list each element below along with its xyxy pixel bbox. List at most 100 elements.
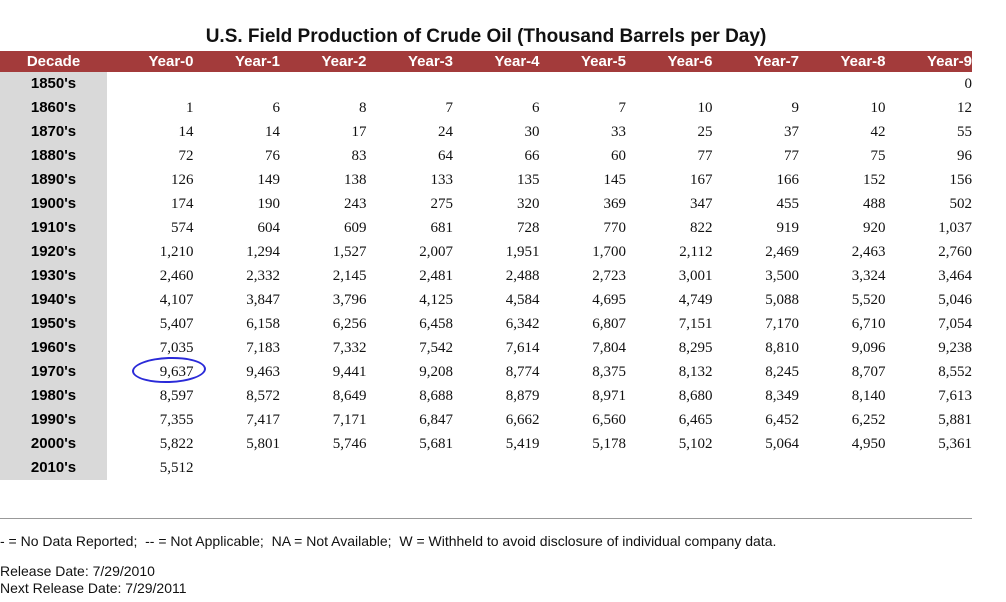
table-row: 1870's 14 14 17 24 30 33 25 37 42 55 — [0, 120, 972, 144]
table-row: 1880's 72 76 83 64 66 60 77 77 75 96 — [0, 144, 972, 168]
footnote: - = No Data Reported; -- = Not Applicabl… — [0, 533, 777, 549]
table-cell: 7,170 — [765, 316, 799, 332]
table-cell: 6,465 — [678, 412, 713, 428]
table-cell — [626, 72, 713, 96]
table-cell — [280, 72, 367, 96]
table-cell: 8,688 — [419, 388, 453, 404]
table-cell: 76 — [265, 148, 280, 164]
table-cell: 275 — [430, 196, 454, 212]
table-row: 1900's 174 190 243 275 320 369 347 455 488 502 — [0, 192, 972, 216]
table-cell: 7 — [618, 100, 627, 116]
table-cell: 681 — [430, 220, 454, 236]
table-row: 1970's 9,637 9,463 9,441 9,208 8,774 8,375 8,13… — [0, 360, 972, 384]
table-cell: 5,801 — [246, 436, 280, 452]
table-cell: 149 — [257, 172, 281, 188]
table-cell: 138 — [344, 172, 367, 188]
table-cell: 4,749 — [678, 292, 713, 308]
table-cell: 8,375 — [592, 364, 626, 380]
table-cell: 6,252 — [851, 412, 886, 428]
decade-label: 1970's — [0, 360, 107, 384]
table-cell: 5,419 — [505, 436, 540, 452]
decade-label: 1960's — [0, 336, 107, 360]
table-cell: 2,760 — [938, 244, 972, 260]
table-cell — [194, 72, 281, 96]
table-cell: 7,417 — [246, 412, 280, 428]
table-cell: 6,847 — [419, 412, 453, 428]
table-cell: 9,096 — [851, 340, 886, 356]
table-cell: 6,158 — [246, 316, 280, 332]
table-cell: 5,881 — [938, 412, 972, 428]
table-cell: 8,572 — [246, 388, 280, 404]
table-cell: 167 — [690, 172, 713, 188]
table-cell: 728 — [517, 220, 540, 236]
table-cell — [453, 456, 540, 480]
table-cell: 12 — [957, 100, 972, 116]
table-cell: 8,649 — [332, 388, 367, 404]
table-cell: 369 — [603, 196, 627, 212]
table-cell: 5,064 — [765, 436, 799, 452]
table-cell — [367, 456, 454, 480]
table-cell: 455 — [776, 196, 800, 212]
table-cell — [626, 456, 713, 480]
table-cell: 7,054 — [938, 316, 972, 332]
table-cell: 0 — [964, 76, 973, 92]
table-row: 1860's 1 6 8 7 6 7 10 9 10 12 — [0, 96, 972, 120]
table-cell: 14 — [265, 124, 280, 140]
decade-label: 1990's — [0, 408, 107, 432]
table-cell: 8,295 — [678, 340, 713, 356]
decade-label: 1880's — [0, 144, 107, 168]
table-row: 2000's 5,822 5,801 5,746 5,681 5,419 5,178 5,10… — [0, 432, 972, 456]
table-cell: 2,145 — [332, 268, 367, 284]
table-cell: 502 — [949, 196, 973, 212]
table-cell: 3,464 — [938, 268, 972, 284]
header-year-2: Year-2 — [321, 53, 367, 70]
table-cell: 7,171 — [332, 412, 367, 428]
table-cell — [367, 72, 454, 96]
table-cell: 8,680 — [678, 388, 713, 404]
table-cell: 8,810 — [765, 340, 799, 356]
table-cell: 174 — [171, 196, 194, 212]
table-cell: 7,035 — [159, 340, 194, 356]
table-cell: 3,847 — [246, 292, 280, 308]
table-cell: 1,294 — [246, 244, 280, 260]
table-cell: 4,125 — [419, 292, 453, 308]
header-year-0: Year-0 — [148, 53, 194, 70]
table-cell: 8,597 — [159, 388, 194, 404]
table-cell: 2,723 — [592, 268, 626, 284]
table-cell: 1,951 — [505, 244, 540, 260]
table-cell: 7,542 — [419, 340, 453, 356]
table-cell: 3,324 — [851, 268, 886, 284]
table-cell: 3,500 — [765, 268, 799, 284]
table-body: 1850's 0 1860's 1 6 8 7 6 7 10 9 10 12 1870's 14 14 17 24… — [0, 72, 972, 480]
table-cell: 9,441 — [332, 364, 367, 380]
table-cell: 96 — [957, 148, 972, 164]
table-cell: 8,879 — [505, 388, 540, 404]
data-table: Decade Year-0 Year-1 Year-2 Year-3 Year-… — [0, 51, 972, 480]
table-cell: 126 — [171, 172, 194, 188]
table-cell: 919 — [776, 220, 800, 236]
decade-label: 1930's — [0, 264, 107, 288]
table-cell: 8,140 — [851, 388, 886, 404]
table-cell: 152 — [863, 172, 886, 188]
table-cell: 7,613 — [938, 388, 972, 404]
table-cell: 347 — [690, 196, 713, 212]
decade-label: 1980's — [0, 384, 107, 408]
table-cell: 6,256 — [332, 316, 367, 332]
table-cell: 1,037 — [938, 220, 972, 236]
table-cell: 2,112 — [679, 244, 713, 260]
table-cell: 9,238 — [938, 340, 972, 356]
header-year-9: Year-9 — [926, 53, 972, 70]
table-cell — [107, 72, 194, 96]
table-cell: 5,102 — [678, 436, 713, 452]
header-year-7: Year-7 — [753, 53, 799, 70]
table-cell: 5,512 — [159, 460, 194, 476]
table-cell: 4,107 — [159, 292, 194, 308]
table-cell: 5,746 — [332, 436, 367, 452]
table-cell: 574 — [171, 220, 194, 236]
table-cell: 156 — [949, 172, 973, 188]
table-row: 1930's 2,460 2,332 2,145 2,481 2,488 2,723 3,00… — [0, 264, 972, 288]
table-cell: 8,774 — [505, 364, 540, 380]
table-cell: 6,342 — [505, 316, 540, 332]
decade-label: 1870's — [0, 120, 107, 144]
table-cell: 1 — [186, 100, 194, 116]
